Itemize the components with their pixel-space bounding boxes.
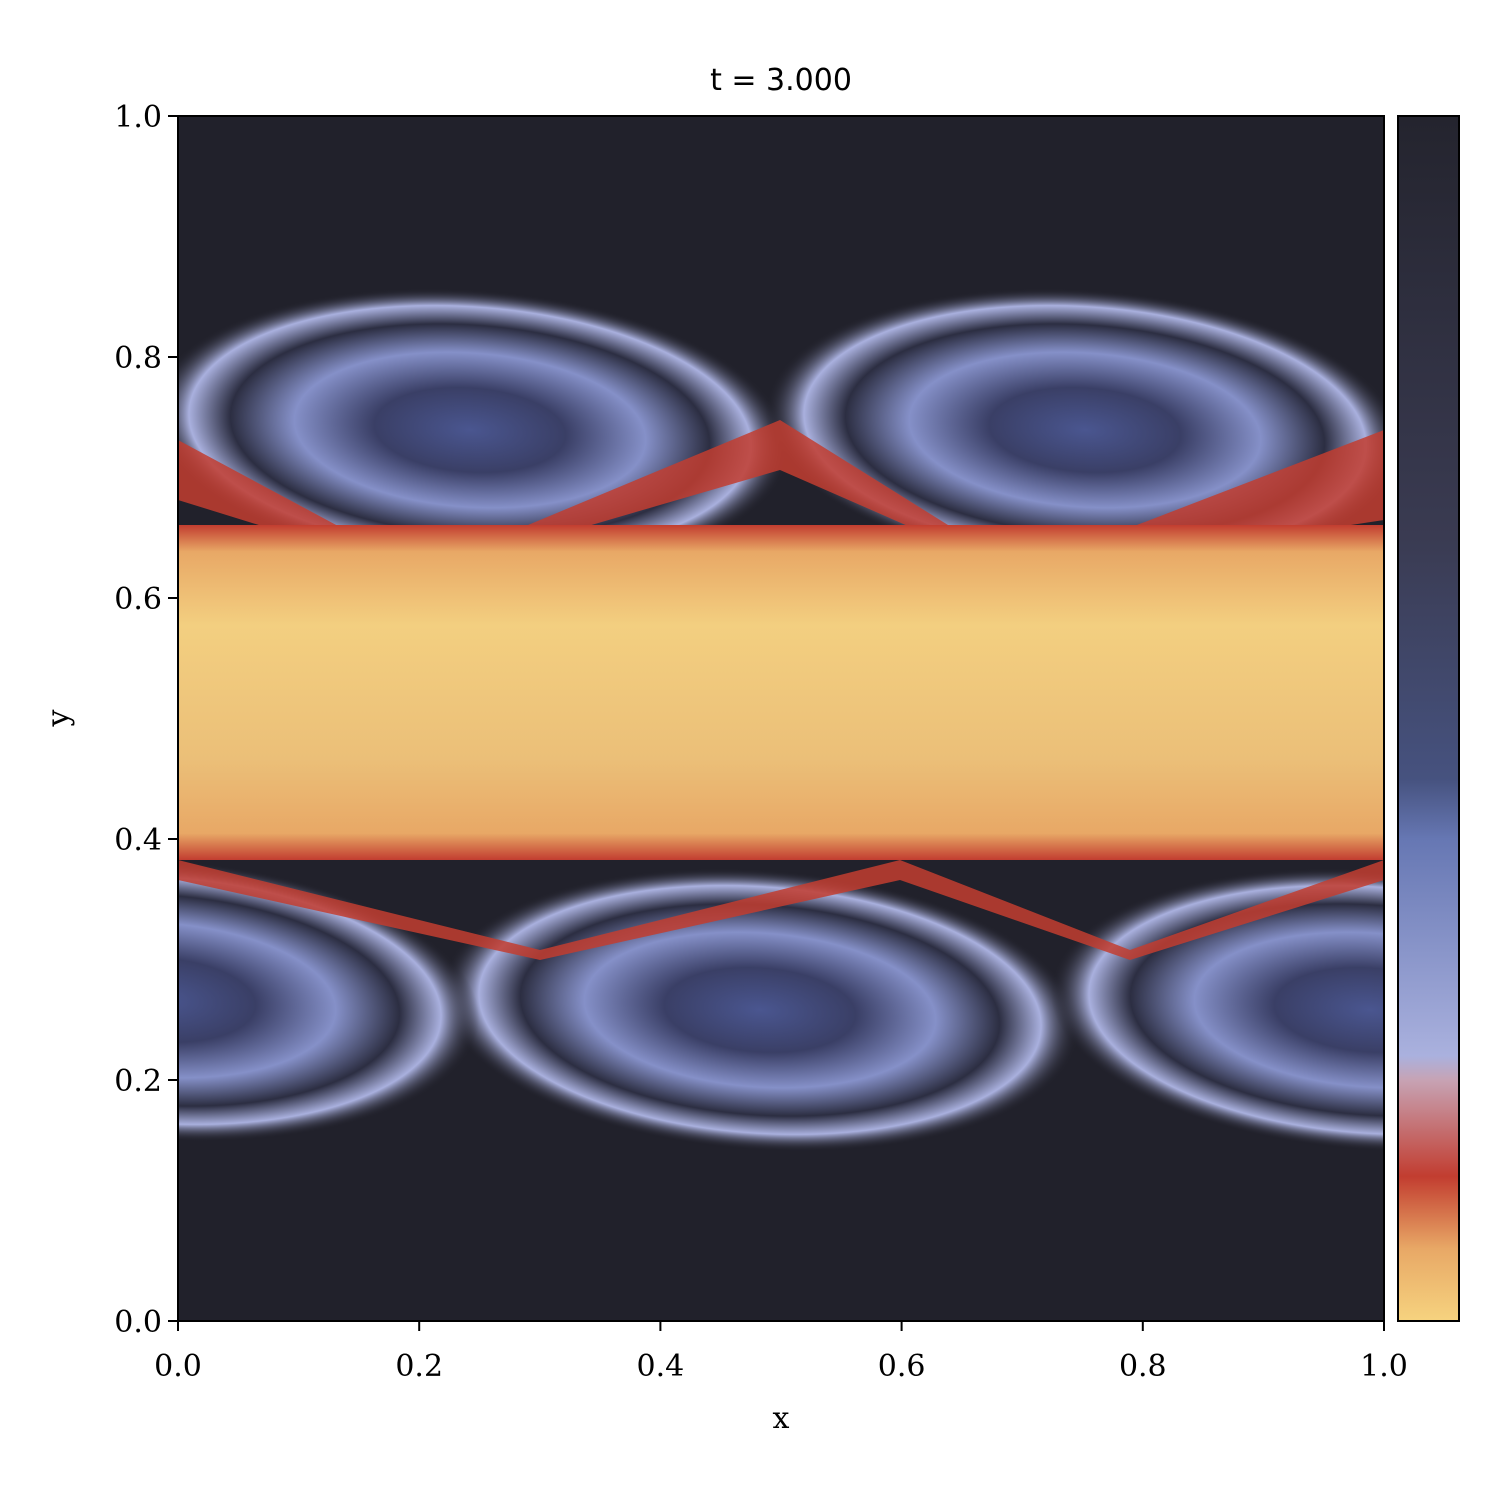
colorbar [1397,115,1460,1322]
x-tick-label: 0.8 [1119,1349,1167,1384]
y-tick-label: 1.0 [114,100,162,135]
plot-frame [177,115,1385,1322]
y-tick-label: 0.0 [114,1305,162,1340]
y-tick-label: 0.4 [114,823,162,858]
y-tick-label: 0.2 [114,1064,162,1099]
chart-title: t = 3.000 [710,63,852,98]
x-tick-label: 0.0 [154,1349,202,1384]
x-tick-label: 0.6 [878,1349,926,1384]
x-axis-label: x [773,1401,790,1436]
x-tick-label: 0.2 [395,1349,443,1384]
y-tick-label: 0.8 [114,341,162,376]
y-tick-label: 0.6 [114,582,162,617]
y-axis-label: y [41,709,76,727]
x-tick-label: 1.0 [1360,1349,1408,1384]
field [178,116,1384,1321]
x-tick-label: 0.4 [637,1349,685,1384]
